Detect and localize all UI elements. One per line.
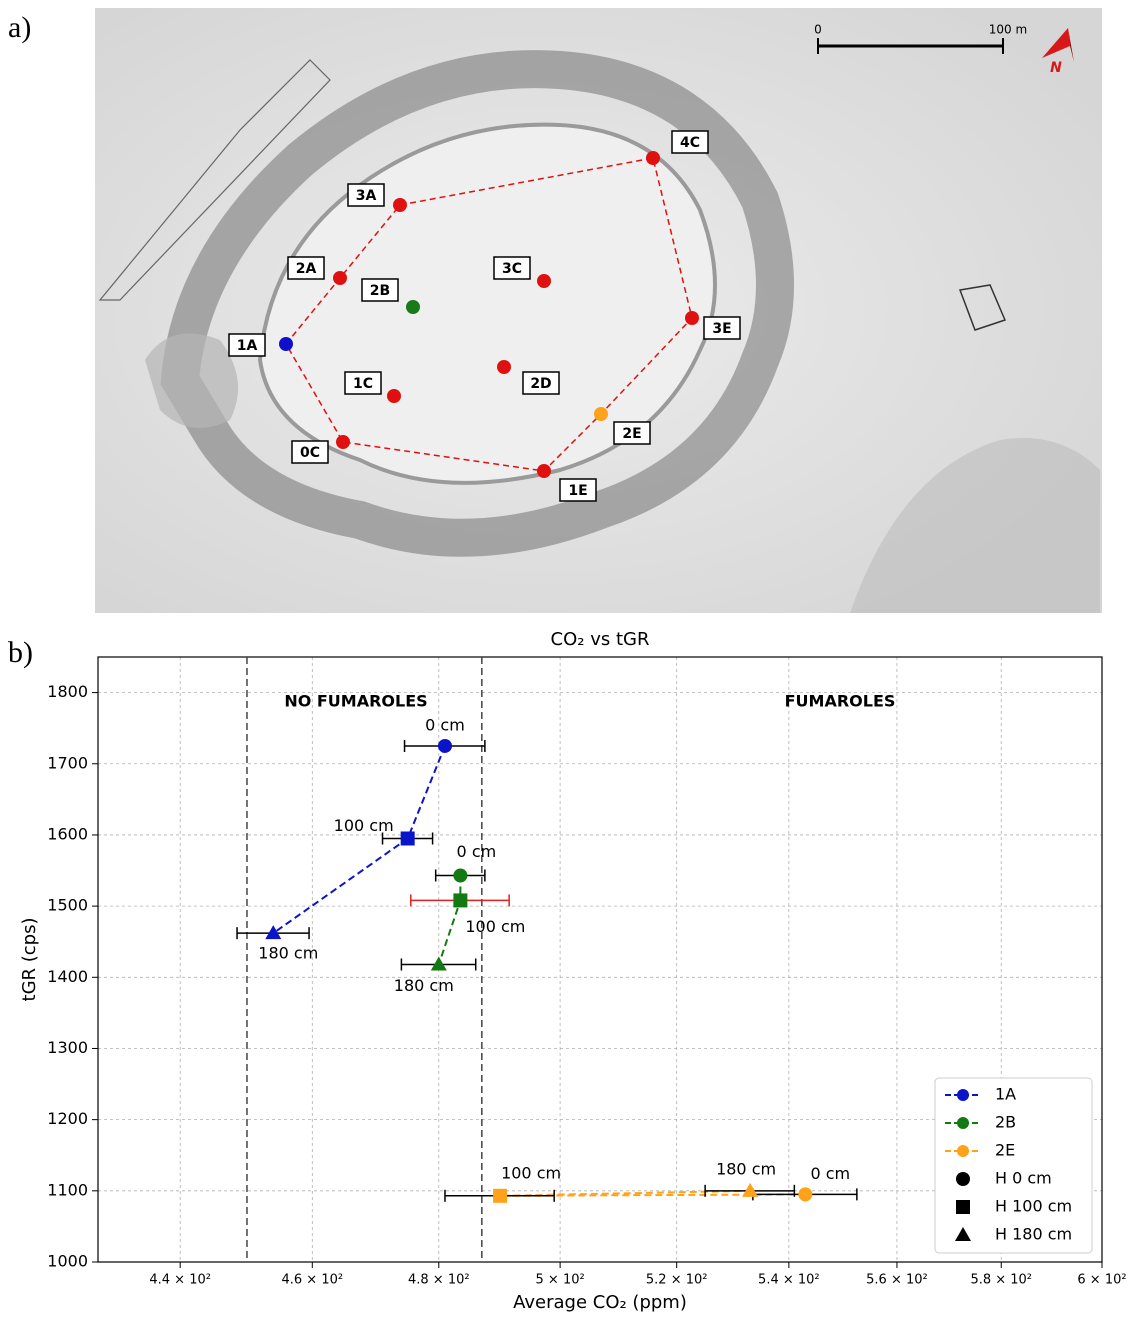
x-tick-label: 4.4 × 10² (149, 1273, 211, 1288)
map-point (646, 151, 660, 165)
marker (453, 893, 467, 907)
panel-label: a) (8, 11, 31, 44)
y-tick-label: 1700 (47, 753, 88, 772)
y-tick-label: 1000 (47, 1252, 88, 1271)
annotation: NO FUMAROLES (284, 692, 427, 711)
data-label: 100 cm (501, 1163, 561, 1182)
map-point (406, 300, 420, 314)
legend-marker (957, 1089, 969, 1101)
x-tick-label: 4.8 × 10² (408, 1273, 470, 1288)
legend-label: H 100 cm (995, 1197, 1072, 1216)
point-label: 2D (530, 376, 551, 392)
data-label: 0 cm (810, 1164, 850, 1183)
point-label: 1E (568, 483, 587, 499)
point-label: 0C (300, 445, 320, 461)
point-label: 2A (296, 261, 317, 277)
figure: a) 0 100 m N 4C 3A 2A 3C 2B 1A 3E 1C 2D 2E 0C 1E b)… (0, 0, 1132, 1317)
panel-label: b) (8, 636, 33, 669)
data-label: 100 cm (334, 816, 394, 835)
series-line (439, 876, 461, 965)
annotation: FUMAROLES (785, 692, 896, 711)
x-tick-label: 5.6 × 10² (866, 1273, 928, 1288)
map-point (333, 271, 347, 285)
x-axis-label: Average CO₂ (ppm) (513, 1292, 687, 1313)
marker (798, 1187, 812, 1201)
x-tick-label: 5.2 × 10² (646, 1273, 708, 1288)
legend-label: H 180 cm (995, 1225, 1072, 1244)
marker (956, 1200, 970, 1214)
x-tick-label: 5.8 × 10² (970, 1273, 1032, 1288)
legend-marker (957, 1145, 969, 1157)
map-point (387, 389, 401, 403)
legend-label: 1A (995, 1085, 1016, 1104)
y-tick-label: 1400 (47, 967, 88, 986)
y-tick-label: 1500 (47, 896, 88, 915)
legend-label: H 0 cm (995, 1169, 1052, 1188)
point-label: 1C (353, 376, 373, 392)
legend-label: 2E (995, 1141, 1015, 1160)
marker (265, 925, 281, 939)
data-label: 180 cm (716, 1159, 776, 1178)
point-label: 4C (680, 135, 700, 151)
map-point (537, 274, 551, 288)
y-axis-label: tGR (cps) (19, 918, 40, 1002)
marker (401, 832, 415, 846)
data-label: 180 cm (258, 944, 318, 963)
point-label: 2B (370, 283, 390, 299)
x-tick-label: 6 × 10² (1077, 1273, 1126, 1288)
map-point (594, 407, 608, 421)
point-label: 2E (622, 426, 641, 442)
x-tick-label: 5 × 10² (536, 1273, 585, 1288)
data-label: 180 cm (394, 976, 454, 995)
y-tick-label: 1300 (47, 1038, 88, 1057)
map-point (537, 464, 551, 478)
map-point (393, 198, 407, 212)
chart-title: CO₂ vs tGR (551, 629, 650, 650)
legend-label: 2B (995, 1113, 1016, 1132)
point-label: 3C (502, 261, 522, 277)
marker (493, 1189, 507, 1203)
y-tick-label: 1800 (47, 682, 88, 701)
y-tick-label: 1200 (47, 1109, 88, 1128)
marker (742, 1183, 758, 1197)
scale-label: 0 (814, 23, 822, 37)
x-tick-label: 5.4 × 10² (758, 1273, 820, 1288)
map: 0 100 m N 4C 3A 2A 3C 2B 1A 3E 1C 2D 2E 0C 1E (95, 8, 1102, 613)
marker (956, 1172, 970, 1186)
marker (438, 739, 452, 753)
x-tick-label: 4.6 × 10² (282, 1273, 344, 1288)
point-label: 3E (712, 321, 731, 337)
map-point (685, 311, 699, 325)
north-label: N (1050, 60, 1062, 76)
scale-label: 100 m (989, 23, 1027, 37)
chart: CO₂ vs tGR Average CO₂ (ppm) tGR (cps) 1000… (19, 629, 1127, 1313)
map-point (336, 435, 350, 449)
point-label: 3A (356, 188, 377, 204)
point-label: 1A (237, 338, 258, 354)
y-tick-label: 1600 (47, 824, 88, 843)
legend-marker (957, 1117, 969, 1129)
y-tick-label: 1100 (47, 1180, 88, 1199)
map-point (279, 337, 293, 351)
marker (453, 869, 467, 883)
series-line (273, 746, 445, 933)
data-label: 0 cm (457, 842, 497, 861)
data-label: 100 cm (465, 917, 525, 936)
map-point (497, 360, 511, 374)
marker (431, 956, 447, 970)
data-label: 0 cm (425, 715, 465, 734)
